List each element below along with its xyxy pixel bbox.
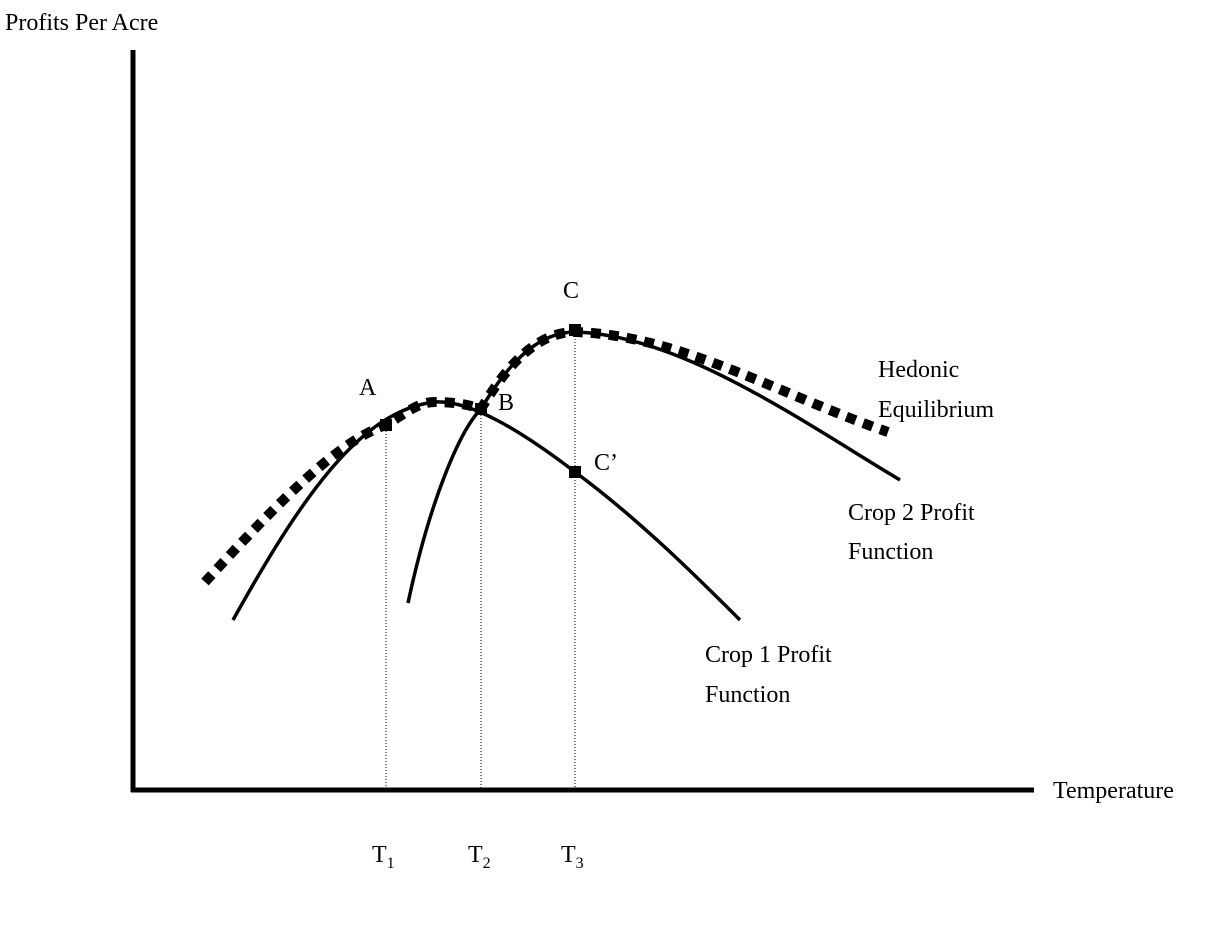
crop1-curve bbox=[231, 400, 742, 622]
point-label: A bbox=[359, 375, 377, 401]
temp-main: T bbox=[561, 842, 576, 868]
temp-sub: 2 bbox=[483, 855, 491, 872]
point-marker bbox=[569, 466, 581, 478]
curve-label: Function bbox=[705, 682, 790, 708]
curve-label: Equilibrium bbox=[878, 397, 994, 423]
point-marker bbox=[475, 403, 487, 415]
point-marker bbox=[380, 419, 392, 431]
temp-main: T bbox=[468, 842, 483, 868]
hedonic-curve bbox=[201, 326, 890, 586]
curve-label: Hedonic bbox=[878, 357, 959, 383]
point-label: C bbox=[563, 278, 579, 304]
temp-label: T2 bbox=[468, 842, 491, 872]
temp-main: T bbox=[372, 842, 387, 868]
curve-label: Crop 1 Profit bbox=[705, 642, 832, 668]
temp-sub: 1 bbox=[387, 855, 395, 872]
temp-sub: 3 bbox=[576, 855, 584, 872]
curve-label: Function bbox=[848, 539, 933, 565]
temp-label: T1 bbox=[372, 842, 395, 872]
point-label: B bbox=[498, 390, 514, 416]
point-marker bbox=[569, 324, 581, 336]
point-label: C’ bbox=[594, 450, 618, 476]
curve-label: Crop 2 Profit bbox=[848, 500, 975, 526]
temp-label: T3 bbox=[561, 842, 584, 872]
crop2-curve bbox=[406, 330, 901, 604]
y-axis-label: Profits Per Acre bbox=[5, 10, 158, 36]
x-axis-label: Temperature bbox=[1053, 778, 1174, 804]
